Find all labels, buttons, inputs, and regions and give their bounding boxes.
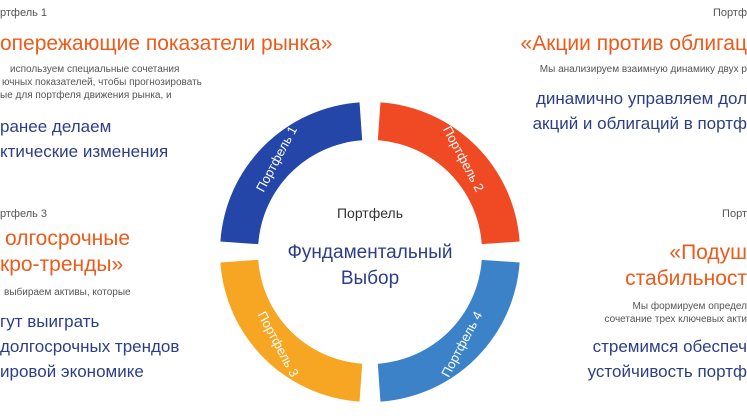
ring-segment	[377, 102, 520, 245]
bottom-right-block: Порт «Подуш стабильност Мы формируем опр…	[588, 208, 747, 384]
ring-segment	[220, 259, 363, 402]
portfolio-label: ртфель 1	[0, 7, 48, 19]
section-heading: опережающие показатели рынка»	[0, 32, 333, 55]
top-left-block: ртфель 1 опережающие показатели рынка» и…	[0, 7, 332, 164]
center-title-line: Выбор	[341, 268, 399, 289]
highlight-line: ранее делаем	[0, 117, 112, 136]
description-line: сочетание трех ключевых акти	[604, 314, 747, 325]
section-heading: олгосрочные	[5, 227, 131, 250]
ring-segment	[220, 102, 363, 245]
description-line: используем специальные сочетания	[10, 64, 180, 75]
ring-segment	[377, 259, 520, 402]
highlight-line: акций и облигаций в портф	[532, 114, 747, 133]
description-line: Мы анализируем взаимную динамику двух р	[539, 64, 747, 75]
portfolio-label: Порт	[722, 208, 747, 220]
bottom-left-block: ртфель 3 олгосрочные кро-тренды» выбирае…	[0, 208, 179, 384]
description-line: Мы формируем определ	[632, 301, 747, 312]
section-heading: «Подуш	[669, 241, 747, 264]
highlight-line: стремимся обеспеч	[592, 337, 747, 356]
description-line: ючных показателей, чтобы прогнозировать	[2, 77, 202, 88]
center-label: Портфель	[337, 205, 403, 221]
highlight-line: динамично управляем дол	[535, 89, 747, 108]
description-line: ые для портфеля движения рынка, и	[0, 90, 172, 101]
highlight-line: ктические изменения	[0, 142, 169, 161]
description-line: выбираем активы, которые	[4, 287, 131, 298]
center-title-line: Фундаментальный	[287, 242, 452, 263]
portfolio-label: Портф	[713, 7, 747, 19]
highlight-line: устойчивость портф	[587, 362, 747, 381]
highlight-line: долгосрочных трендов	[0, 337, 180, 356]
highlight-line: гут выиграть	[0, 312, 100, 331]
section-heading: кро-тренды»	[0, 253, 124, 276]
top-right-block: Портф «Акции против облигац Мы анализиру…	[521, 7, 747, 136]
portfolio-label: ртфель 3	[0, 208, 48, 220]
section-heading: «Акции против облигац	[520, 32, 747, 55]
highlight-line: ировой экономике	[0, 362, 144, 381]
section-heading: стабильност	[625, 267, 747, 290]
